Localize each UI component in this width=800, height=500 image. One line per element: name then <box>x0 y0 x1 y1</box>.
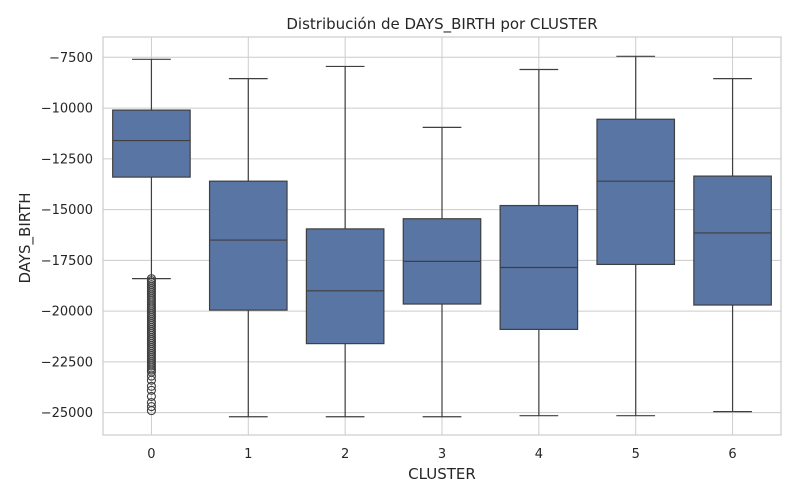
y-tick-label: −12500 <box>41 152 93 167</box>
y-tick-label: −17500 <box>41 254 93 269</box>
box-group-cluster-4 <box>499 68 579 417</box>
box-group-cluster-6 <box>693 78 772 413</box>
y-tick-label: −15000 <box>41 203 93 218</box>
iqr-box <box>112 109 191 178</box>
y-tick-label: −22500 <box>41 355 93 370</box>
iqr-box <box>693 175 772 306</box>
iqr-box <box>305 228 385 345</box>
y-tick-label: −7500 <box>49 51 93 66</box>
box-group-cluster-3 <box>402 126 482 418</box>
x-axis-title: CLUSTER <box>408 465 476 483</box>
x-tick-label: 2 <box>341 447 349 462</box>
x-tick-label: 5 <box>632 447 640 462</box>
box-layer <box>112 55 772 418</box>
box-group-cluster-1 <box>208 78 288 418</box>
x-tick-label: 6 <box>728 447 736 462</box>
y-tick-label: −25000 <box>41 406 93 421</box>
outlier-point <box>146 381 156 391</box>
y-axis-title: DAYS_BIRTH <box>16 192 35 283</box>
y-tick-label: −20000 <box>41 305 93 320</box>
iqr-box <box>596 118 676 266</box>
x-tick-label: 4 <box>535 447 543 462</box>
x-tick-label: 3 <box>438 447 446 462</box>
box-group-cluster-0 <box>112 58 191 416</box>
y-tick-label: −10000 <box>41 102 93 117</box>
outlier-point <box>146 402 156 412</box>
x-tick-label: 1 <box>244 447 252 462</box>
outlier-point <box>146 391 156 401</box>
iqr-box <box>208 180 288 311</box>
x-axis-ticks: 0 1 2 3 4 5 6 <box>147 447 736 462</box>
chart-title: Distribución de DAYS_BIRTH por CLUSTER <box>286 15 597 34</box>
outlier-point <box>146 371 156 381</box>
outlier-point <box>146 406 156 416</box>
box-group-cluster-5 <box>596 55 676 417</box>
x-tick-label: 0 <box>147 447 155 462</box>
outlier-point <box>146 385 156 395</box>
outlier-point <box>146 375 156 385</box>
y-axis-ticks: −7500 −10000 −12500 −15000 −17500 −20000 −2250… <box>41 51 93 421</box>
box-group-cluster-2 <box>305 65 385 418</box>
